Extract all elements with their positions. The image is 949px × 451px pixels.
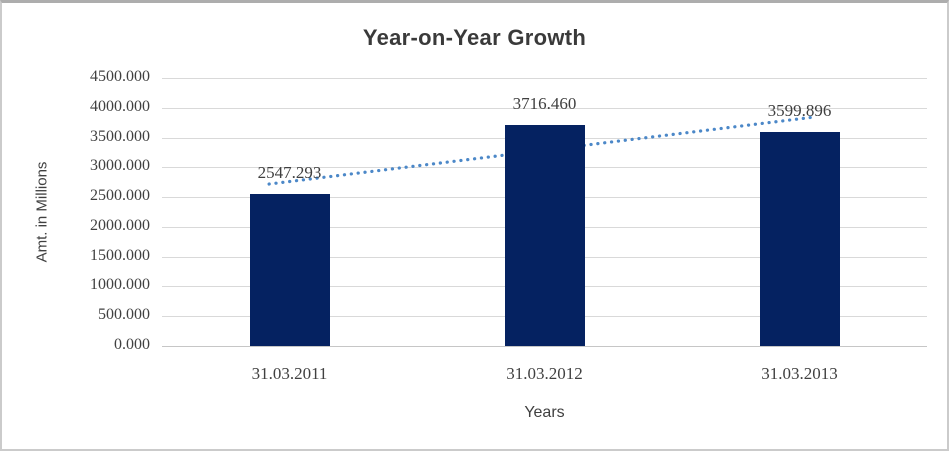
y-tick-label: 1500.000 — [90, 246, 150, 264]
chart-title: Year-on-Year Growth — [362, 25, 587, 50]
x-axis-title: Years — [524, 404, 565, 421]
y-tick-label: 2000.000 — [90, 216, 150, 234]
gridline — [162, 107, 927, 109]
trendline — [267, 115, 814, 186]
y-axis-tick-labels: 0.000 500.000 1000.000 1500.000 2000.000 2500… — [2, 3, 150, 449]
plot-area: 2547.293 3716.460 3599.896 — [162, 78, 927, 347]
y-tick-label: 0.000 — [114, 336, 150, 353]
y-tick-label: 4500.000 — [90, 68, 150, 85]
gridline — [162, 78, 927, 79]
x-tick-label: 31.03.2011 — [251, 364, 328, 383]
trendline-svg — [267, 115, 814, 186]
x-tick-label: 31.03.2013 — [761, 364, 838, 383]
y-tick-label: 3500.000 — [90, 127, 150, 145]
y-tick-label: 4000.000 — [90, 97, 150, 115]
bar-31.03.2011 — [249, 194, 330, 346]
bar-data-label: 3716.460 — [512, 93, 577, 113]
x-axis-line — [162, 346, 927, 347]
bar-31.03.2012 — [504, 124, 585, 346]
y-tick-label: 500.000 — [98, 306, 150, 324]
y-tick-label: 3000.000 — [90, 157, 150, 175]
y-tick-label: 1000.000 — [90, 276, 150, 294]
y-tick-label: 2500.000 — [90, 187, 150, 205]
x-tick-label: 31.03.2012 — [506, 364, 583, 383]
bar-data-label: 3599.896 — [767, 100, 832, 120]
bar-data-label: 2547.293 — [257, 163, 322, 183]
bar-31.03.2013 — [759, 131, 840, 346]
